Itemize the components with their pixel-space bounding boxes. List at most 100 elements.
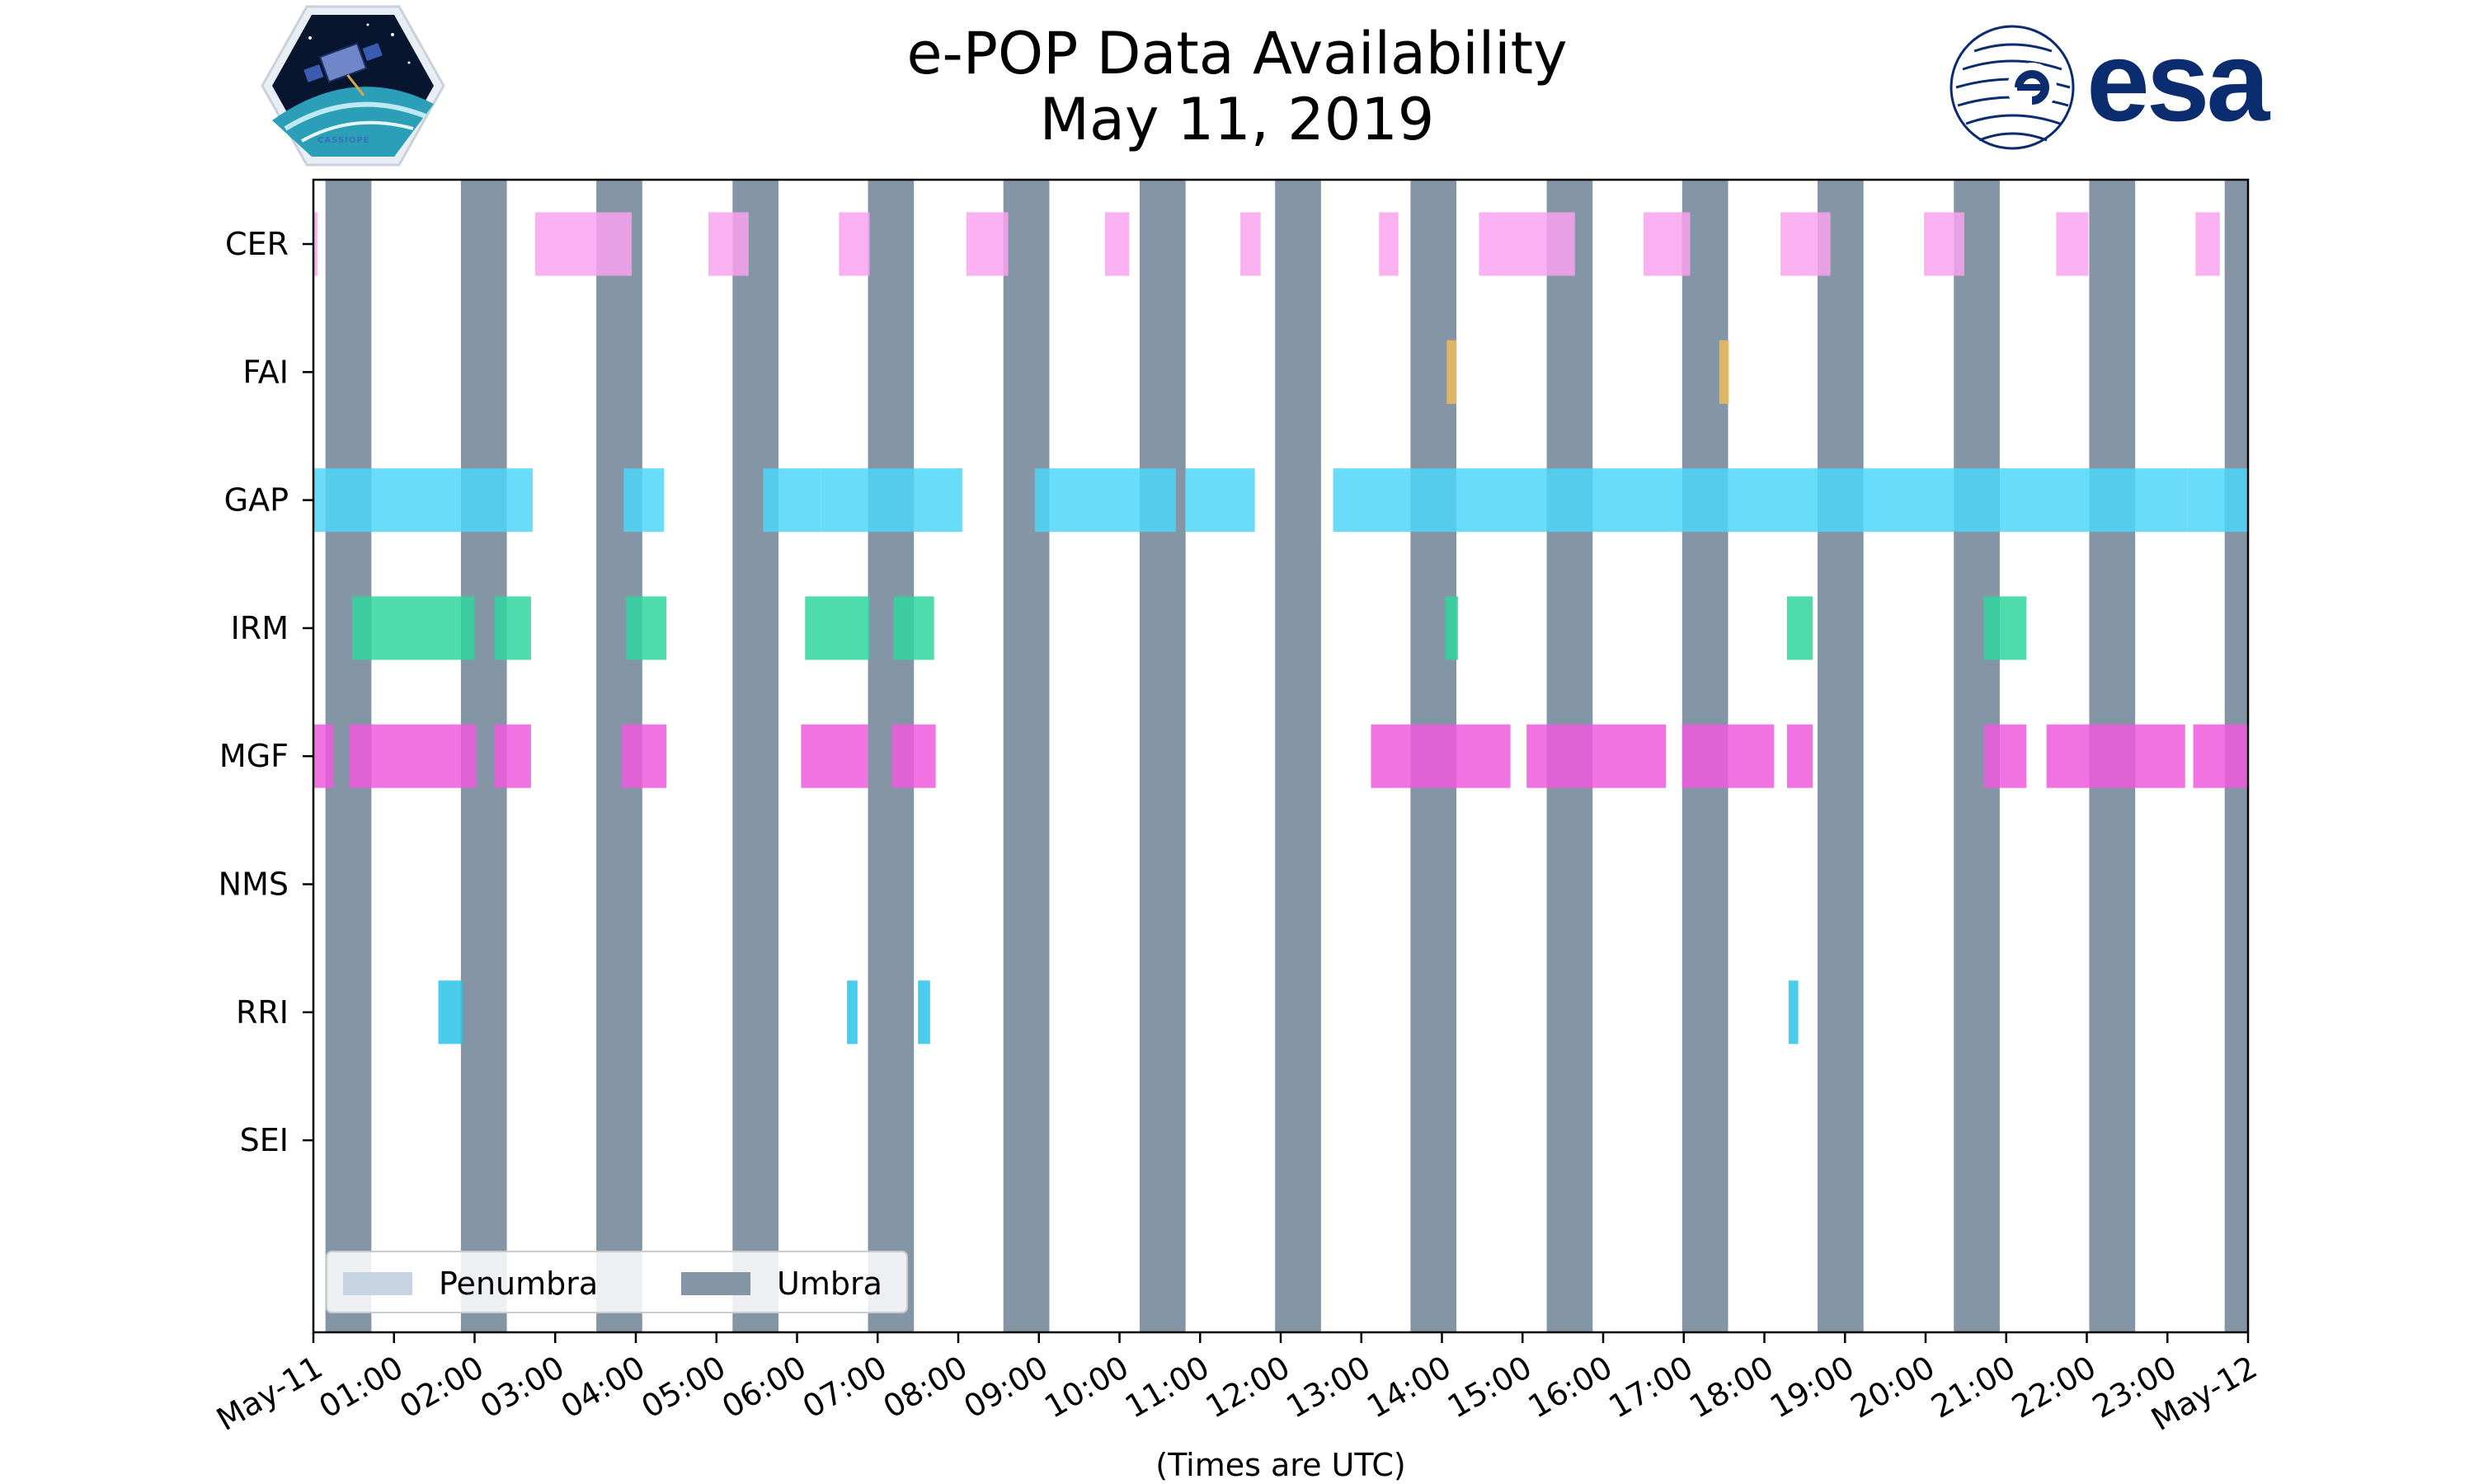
umbra-band-7 [1275, 180, 1321, 1332]
bar-irm-1 [494, 596, 531, 660]
bar-gap-8 [868, 468, 915, 533]
bar-gap-20 [1818, 468, 1864, 533]
bar-rri-2 [918, 980, 930, 1045]
bar-gap-12 [1185, 468, 1255, 533]
y-tick-label-nms: NMS [219, 866, 289, 903]
bar-fai-1 [1719, 340, 1729, 404]
bar-mgf-1 [349, 724, 477, 788]
x-tick-label-11: 11:00 [1119, 1349, 1216, 1425]
bar-cer-11 [1780, 212, 1831, 276]
bar-cer-4 [966, 212, 1009, 276]
x-axis-label: (Times are UTC) [1155, 1447, 1405, 1483]
bar-irm-7 [1983, 596, 2027, 660]
x-tick-label-21: 21:00 [1925, 1349, 2021, 1425]
bar-rri-1 [847, 980, 858, 1045]
bar-mgf-6 [1371, 724, 1511, 788]
bar-mgf-10 [1983, 724, 2027, 788]
bar-irm-5 [1445, 596, 1459, 660]
bar-gap-9 [914, 468, 962, 533]
umbra-band-3 [732, 180, 779, 1332]
legend-swatch-penumbra [343, 1272, 412, 1295]
x-tick-label-12: 12:00 [1200, 1349, 1296, 1425]
bar-gap-5 [623, 468, 665, 533]
bar-gap-22 [1954, 468, 2000, 533]
data-bars-layer [313, 212, 2248, 1045]
bar-mgf-9 [1786, 724, 1813, 788]
bar-gap-6 [763, 468, 821, 533]
chart-title-line-2: May 11, 2019 [1039, 86, 1435, 153]
x-tick-label-6: 06:00 [716, 1349, 812, 1425]
x-tick-label-9: 09:00 [957, 1349, 1054, 1425]
umbra-band-11 [1818, 180, 1864, 1332]
bar-gap-23 [1999, 468, 2090, 533]
bar-gap-7 [821, 468, 868, 533]
bar-mgf-7 [1526, 724, 1667, 788]
x-tick-label-0: May-11 [210, 1349, 328, 1438]
umbra-layer [325, 180, 2248, 1332]
bar-cer-3 [839, 212, 870, 276]
bar-mgf-12 [2193, 724, 2248, 788]
bar-mgf-2 [494, 724, 531, 788]
bar-cer-0 [313, 212, 317, 276]
bar-cer-8 [1479, 212, 1493, 276]
x-tick-label-8: 08:00 [877, 1349, 974, 1425]
y-tick-label-cer: CER [225, 226, 289, 262]
bar-cer-7 [1379, 212, 1399, 276]
x-tick-label-14: 14:00 [1361, 1349, 1457, 1425]
umbra-band-6 [1139, 180, 1186, 1332]
bar-mgf-5 [891, 724, 936, 788]
bar-gap-25 [2135, 468, 2188, 533]
bar-cer-13 [2056, 212, 2089, 276]
x-tick-label-20: 20:00 [1845, 1349, 1941, 1425]
bar-cer-9 [1492, 212, 1575, 276]
x-tick-label-13: 13:00 [1280, 1349, 1376, 1425]
legend: Penumbra Umbra [326, 1251, 908, 1313]
bar-irm-2 [626, 596, 667, 660]
bar-mgf-3 [621, 724, 667, 788]
bar-gap-17 [1592, 468, 1682, 533]
bar-irm-4 [893, 596, 934, 660]
y-tick-label-gap: GAP [224, 482, 289, 519]
x-tick-label-16: 16:00 [1522, 1349, 1619, 1425]
bar-gap-4 [506, 468, 533, 533]
bar-cer-14 [2195, 212, 2220, 276]
y-tick-label-rri: RRI [236, 994, 289, 1031]
bar-gap-3 [460, 468, 507, 533]
esa-logo-text: esa [2086, 18, 2269, 145]
x-tick-label-3: 03:00 [474, 1349, 571, 1425]
x-tick-label-4: 04:00 [555, 1349, 651, 1425]
bar-irm-6 [1786, 596, 1813, 660]
bar-mgf-4 [801, 724, 868, 788]
x-tick-label-22: 22:00 [2006, 1349, 2102, 1425]
y-tick-label-sei: SEI [240, 1122, 289, 1158]
bar-gap-1 [325, 468, 372, 533]
legend-label-umbra: Umbra [777, 1266, 882, 1302]
bar-rri-3 [1788, 980, 1799, 1045]
x-tick-label-17: 17:00 [1602, 1349, 1699, 1425]
bar-gap-15 [1456, 468, 1547, 533]
bar-gap-14 [1410, 468, 1457, 533]
bar-cer-2 [708, 212, 749, 276]
esa-logo [1946, 20, 2301, 160]
legend-box [326, 1251, 908, 1313]
x-tick-label-5: 05:00 [635, 1349, 731, 1425]
bar-gap-18 [1681, 468, 1729, 533]
y-tick-label-fai: FAI [242, 354, 289, 390]
x-tick-label-15: 15:00 [1442, 1349, 1538, 1425]
bar-irm-0 [351, 596, 475, 660]
bar-irm-3 [805, 596, 870, 660]
cassiope-logo [261, 5, 445, 167]
bar-mgf-8 [1681, 724, 1775, 788]
chart-title-line-1: e-POP Data Availability [906, 20, 1568, 87]
bar-fai-0 [1446, 340, 1457, 404]
cassiope-logo-text: CASSIOPE [317, 136, 370, 145]
umbra-band-5 [1003, 180, 1050, 1332]
x-tick-label-7: 07:00 [797, 1349, 893, 1425]
bar-gap-21 [1863, 468, 1954, 533]
legend-label-penumbra: Penumbra [439, 1266, 598, 1302]
bar-gap-19 [1728, 468, 1818, 533]
y-tick-label-mgf: MGF [219, 738, 289, 774]
y-tick-label-irm: IRM [231, 610, 289, 646]
bar-cer-10 [1643, 212, 1691, 276]
